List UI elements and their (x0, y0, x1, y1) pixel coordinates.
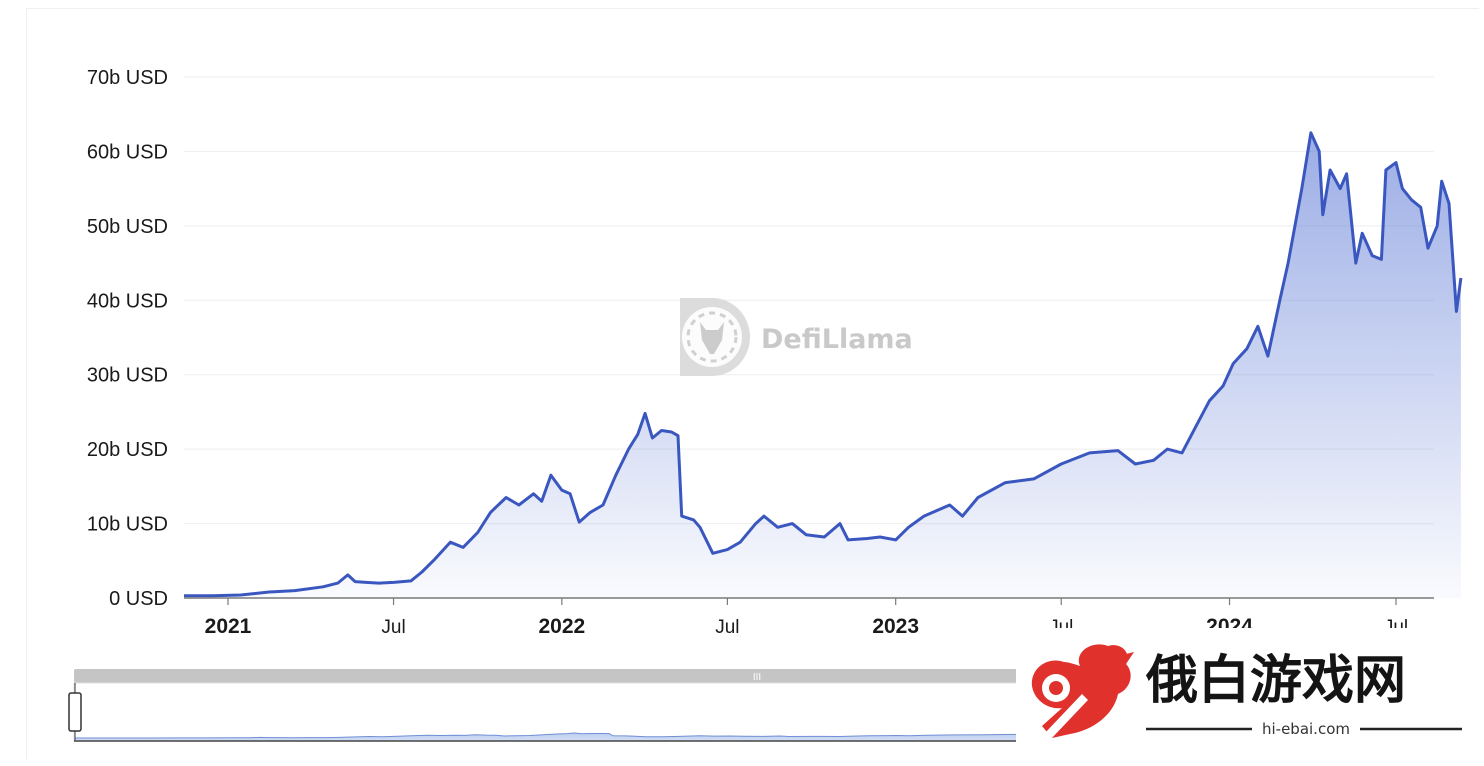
site-watermark: 俄白游戏网 hi-ebai.com (1016, 628, 1484, 766)
x-tick-label: 2022 (538, 615, 585, 638)
llama-logo-icon (680, 298, 750, 376)
x-tick-label: 2023 (872, 615, 919, 638)
y-tick-label: 20b USD (87, 439, 168, 461)
site-watermark-url: hi-ebai.com (1262, 720, 1350, 738)
rooster-logo-icon (1031, 644, 1134, 740)
watermark-text: DefiLlama (761, 324, 913, 355)
zoom-left-handle[interactable] (68, 692, 82, 732)
y-tick-label: 70b USD (87, 67, 168, 89)
x-tick-label: 2021 (205, 615, 252, 638)
y-tick-label: 10b USD (87, 514, 168, 536)
y-axis: 0 USD 10b USD 20b USD 30b USD 40b USD 50b USD… (87, 67, 168, 610)
x-tick-label: Jul (715, 617, 739, 638)
y-tick-label: 50b USD (87, 216, 168, 238)
tvl-area (184, 132, 1461, 599)
y-tick-label: 60b USD (87, 141, 168, 163)
x-tick-label: Jul (381, 617, 405, 638)
y-tick-label: 30b USD (87, 365, 168, 387)
site-watermark-title: 俄白游戏网 (1145, 651, 1406, 711)
tvl-series-line (184, 131, 1463, 598)
y-tick-label: 0 USD (109, 588, 168, 610)
defillama-watermark: DefiLlama (680, 298, 913, 376)
zoom-slider-grip[interactable]: III (753, 672, 761, 683)
y-tick-label: 40b USD (87, 290, 168, 312)
